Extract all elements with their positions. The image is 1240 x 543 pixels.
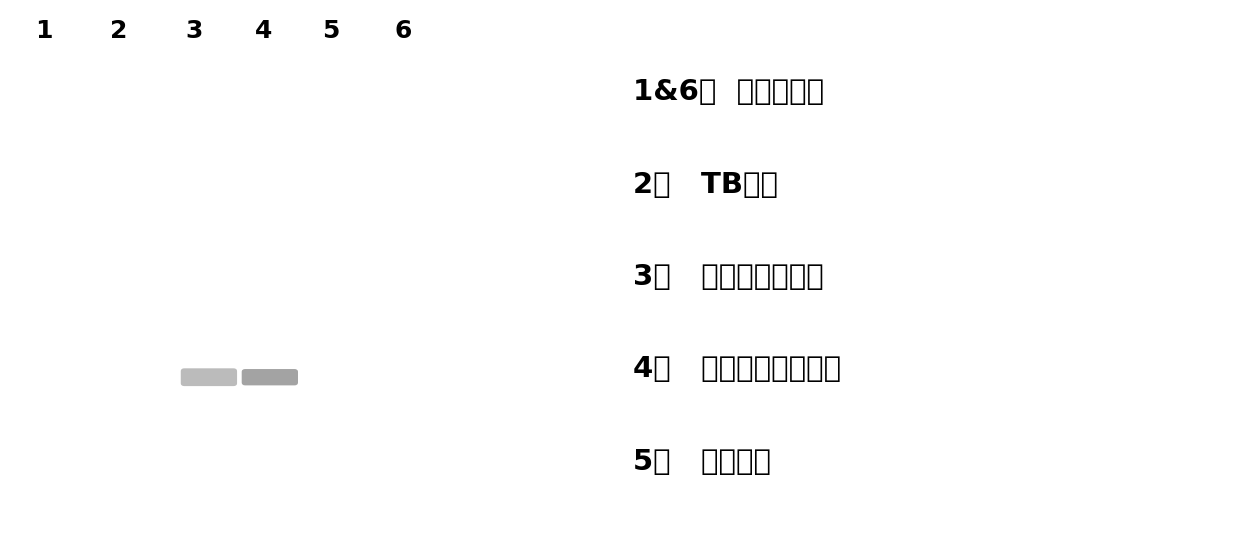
FancyBboxPatch shape [480, 263, 544, 287]
FancyBboxPatch shape [17, 223, 99, 252]
FancyBboxPatch shape [479, 224, 549, 251]
Text: 6: 6 [394, 19, 412, 43]
Text: 3：   鸟分枝杆菌扩增: 3： 鸟分枝杆菌扩增 [634, 263, 823, 291]
FancyBboxPatch shape [242, 369, 298, 386]
FancyBboxPatch shape [17, 327, 88, 348]
FancyBboxPatch shape [477, 326, 542, 346]
Text: 2：   TB扩增: 2： TB扩增 [634, 171, 777, 199]
Text: 1: 1 [35, 19, 52, 43]
Text: 2: 2 [110, 19, 128, 43]
Text: 3: 3 [186, 19, 203, 43]
FancyBboxPatch shape [479, 298, 543, 319]
Text: 4: 4 [255, 19, 273, 43]
Text: 5: 5 [322, 19, 340, 43]
FancyBboxPatch shape [181, 368, 237, 386]
Text: 4：   胞外分枝杆菌扩增: 4： 胞外分枝杆菌扩增 [634, 355, 841, 383]
Text: 5：   阴性对照: 5： 阴性对照 [634, 447, 771, 476]
FancyBboxPatch shape [17, 299, 88, 321]
Text: 1&6：  分子量标准: 1&6： 分子量标准 [634, 78, 825, 106]
FancyBboxPatch shape [14, 264, 91, 289]
FancyBboxPatch shape [109, 365, 175, 389]
